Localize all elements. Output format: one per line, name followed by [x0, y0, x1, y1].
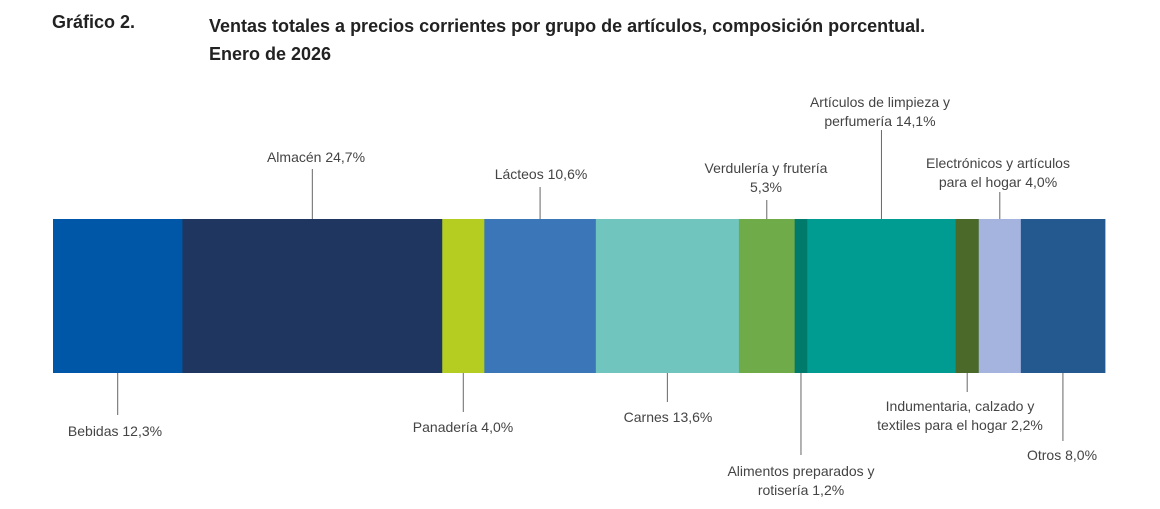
data-label-otros: Otros 8,0% — [1027, 447, 1097, 463]
figure-number: Gráfico 2. — [52, 12, 136, 32]
data-label-articulos-de-limpieza-y-perfumeria-line2: perfumería 14,1% — [824, 113, 935, 129]
data-label-panaderia: Panadería 4,0% — [413, 419, 513, 435]
data-label-articulos-de-limpieza-y-perfumeria-line1: Artículos de limpieza y — [810, 94, 950, 110]
data-label-indumentaria-calzado-y-textiles-para-el-hogar-line1: Indumentaria, calzado y — [886, 398, 1035, 414]
bar-segment-lacteos — [484, 219, 597, 373]
chart-title: Ventas totales a precios corrientes por … — [209, 12, 925, 68]
data-label-alimentos-preparados-y-rotiseria-line1: Alimentos preparados y — [727, 463, 874, 479]
bar-segment-otros — [1020, 219, 1106, 373]
data-label-lacteos: Lácteos 10,6% — [495, 166, 588, 182]
bar-segment-verduleria-y-fruteria — [738, 219, 796, 373]
data-label-electronicos-y-articulos-para-el-hogar-line2: para el hogar 4,0% — [939, 174, 1057, 190]
data-label-verduleria-y-fruteria-line2: 5,3% — [750, 179, 782, 195]
bar-segment-panaderia — [442, 219, 485, 373]
bar-segment-indumentaria-calzado-y-textiles-para-el-hogar — [955, 219, 980, 373]
data-label-almacen: Almacén 24,7% — [267, 149, 365, 165]
data-label-verduleria-y-fruteria-line1: Verdulería y frutería — [705, 160, 828, 176]
bar-segment-bebidas — [53, 219, 183, 373]
data-label-electronicos-y-articulos-para-el-hogar-line1: Electrónicos y artículos — [926, 155, 1070, 171]
chart-title-line1: Ventas totales a precios corrientes por … — [209, 16, 926, 36]
bar-segment-articulos-de-limpieza-y-perfumeria — [807, 219, 957, 373]
data-label-bebidas: Bebidas 12,3% — [68, 423, 162, 439]
data-label-alimentos-preparados-y-rotiseria-line2: rotisería 1,2% — [758, 482, 844, 498]
bar-segment-almacen — [182, 219, 443, 373]
bar-segment-electronicos-y-articulos-para-el-hogar — [978, 219, 1022, 373]
chart-title-line2: Enero de 2026 — [209, 44, 332, 64]
bar-segment-alimentos-preparados-y-rotiseria — [794, 219, 808, 373]
data-label-carnes: Carnes 13,6% — [624, 409, 713, 425]
data-label-indumentaria-calzado-y-textiles-para-el-hogar-line2: textiles para el hogar 2,2% — [877, 417, 1043, 433]
bar-segment-carnes — [595, 219, 740, 373]
